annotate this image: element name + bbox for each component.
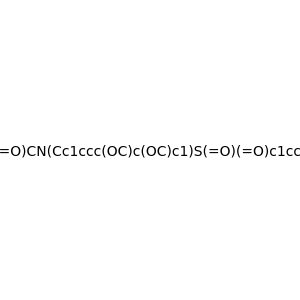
Text: CCOC(=O)CN(Cc1ccc(OC)c(OC)c1)S(=O)(=O)c1ccc(C)cc1: CCOC(=O)CN(Cc1ccc(OC)c(OC)c1)S(=O)(=O)c1…	[0, 145, 300, 158]
